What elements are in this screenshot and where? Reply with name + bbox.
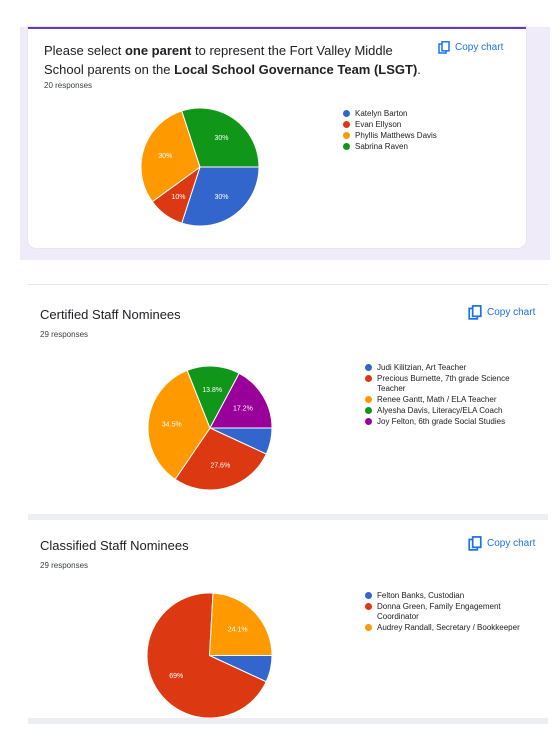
- section-divider: [28, 284, 548, 285]
- section-divider: [28, 514, 548, 520]
- legend-classified: Felton Banks, Custodian Donna Green, Fami…: [365, 591, 527, 634]
- legend-label: Judi Kilitzian, Art Teacher: [377, 363, 467, 372]
- question-title-part: to represent the Fort Valley Middle Scho…: [44, 43, 393, 77]
- response-count: 29 responses: [40, 561, 89, 570]
- legend-item: Sabrina Raven: [343, 142, 505, 152]
- question-title-part: .: [417, 62, 421, 77]
- legend-swatch: [365, 396, 372, 403]
- legend-label: Audrey Randall, Secretary / Bookkeeper: [377, 623, 520, 632]
- legend-certified: Judi Kilitzian, Art Teacher Precious Burn…: [365, 363, 527, 428]
- slice-label: 17.2%: [233, 406, 253, 413]
- slice-label: 69%: [169, 673, 183, 680]
- legend-label: Donna Green, Family Engagement Coordinat…: [377, 602, 501, 621]
- copy-chart-button[interactable]: Copy chart: [438, 41, 503, 54]
- section-divider: [28, 718, 548, 724]
- legend-swatch: [365, 407, 372, 414]
- question-title-part: Local School Governance Team (LSGT): [174, 62, 418, 77]
- legend-label: Sabrina Raven: [355, 142, 408, 151]
- copy-icon: [468, 536, 482, 551]
- question-title-part: Please select: [44, 43, 125, 58]
- legend-swatch: [365, 592, 372, 599]
- legend-parent: Katelyn Barton Evan Ellyson Phyllis Matthe…: [343, 109, 505, 153]
- legend-swatch: [343, 132, 350, 139]
- response-count: 29 responses: [40, 330, 89, 339]
- pie-slice: [181, 166, 260, 227]
- legend-swatch: [365, 418, 372, 425]
- slice-label: 24.1%: [228, 626, 248, 633]
- legend-item: Evan Ellyson: [343, 120, 505, 130]
- pie-slice: [146, 592, 267, 719]
- pie-slice: [140, 110, 201, 203]
- legend-item: Judi Kilitzian, Art Teacher: [365, 363, 527, 373]
- legend-label: Joy Felton, 6th grade Social Studies: [377, 417, 506, 426]
- legend-item: Alyesha Davis, Literacy/ELA Coach: [365, 406, 527, 416]
- copy-icon: [438, 41, 450, 54]
- copy-chart-button[interactable]: Copy chart: [468, 305, 535, 320]
- copy-chart-label: Copy chart: [487, 307, 536, 318]
- legend-label: Precious Burnette, 7th grade Science Tea…: [377, 374, 510, 393]
- slice-label: 27.6%: [210, 463, 230, 470]
- legend-swatch: [343, 143, 350, 150]
- copy-icon: [468, 305, 482, 320]
- legend-item: Audrey Randall, Secretary / Bookkeeper: [365, 623, 527, 633]
- legend-item: Katelyn Barton: [343, 109, 505, 119]
- legend-swatch: [365, 624, 372, 631]
- legend-label: Alyesha Davis, Literacy/ELA Coach: [377, 406, 503, 415]
- legend-label: Phyllis Matthews Davis: [355, 131, 437, 140]
- pie-slice: [186, 365, 240, 430]
- question-title: Please select one parent to represent th…: [44, 41, 424, 79]
- slice-label: 30%: [214, 194, 228, 201]
- legend-label: Evan Ellyson: [355, 120, 402, 129]
- slice-label: 10%: [171, 194, 185, 201]
- pie-chart-parent: 30% 10% 30% 30%: [140, 107, 260, 227]
- pie-chart-certified: 27.6% 34.5% 13.8% 17.2%: [147, 365, 273, 491]
- slice-label: 30%: [214, 135, 228, 142]
- legend-swatch: [365, 603, 372, 610]
- legend-label: Renee Gantt, Math / ELA Teacher: [377, 395, 497, 404]
- pie-chart-classified: 69% 24.1%: [146, 592, 273, 719]
- question-card-parent: Please select one parent to represent th…: [28, 27, 526, 248]
- legend-item: Renee Gantt, Math / ELA Teacher: [365, 395, 527, 405]
- copy-chart-button[interactable]: Copy chart: [468, 536, 535, 551]
- pie-slice: [147, 369, 211, 480]
- legend-swatch: [343, 121, 350, 128]
- question-title-classified: Classified Staff Nominees: [40, 538, 189, 553]
- legend-label: Felton Banks, Custodian: [377, 591, 465, 600]
- legend-swatch: [365, 364, 372, 371]
- legend-item: Phyllis Matthews Davis: [343, 131, 505, 141]
- legend-item: Joy Felton, 6th grade Social Studies: [365, 417, 527, 427]
- slice-label: 13.8%: [202, 387, 222, 394]
- legend-item: Precious Burnette, 7th grade Science Tea…: [365, 374, 527, 394]
- legend-label: Katelyn Barton: [355, 109, 408, 118]
- question-title-part: one parent: [124, 43, 192, 58]
- question-title-certified: Certified Staff Nominees: [40, 307, 181, 322]
- response-count: 20 responses: [44, 81, 93, 90]
- legend-item: Felton Banks, Custodian: [365, 591, 527, 601]
- copy-chart-label: Copy chart: [455, 42, 504, 53]
- pie-slice: [181, 107, 260, 168]
- slice-label: 34.5%: [162, 421, 182, 428]
- legend-item: Donna Green, Family Engagement Coordinat…: [365, 602, 527, 622]
- pie-slice: [208, 592, 273, 656]
- copy-chart-label: Copy chart: [487, 538, 536, 549]
- slice-label: 30%: [158, 153, 172, 160]
- legend-swatch: [365, 375, 372, 382]
- pie-slice: [174, 427, 267, 491]
- pie-slice: [209, 372, 273, 429]
- legend-swatch: [343, 110, 350, 117]
